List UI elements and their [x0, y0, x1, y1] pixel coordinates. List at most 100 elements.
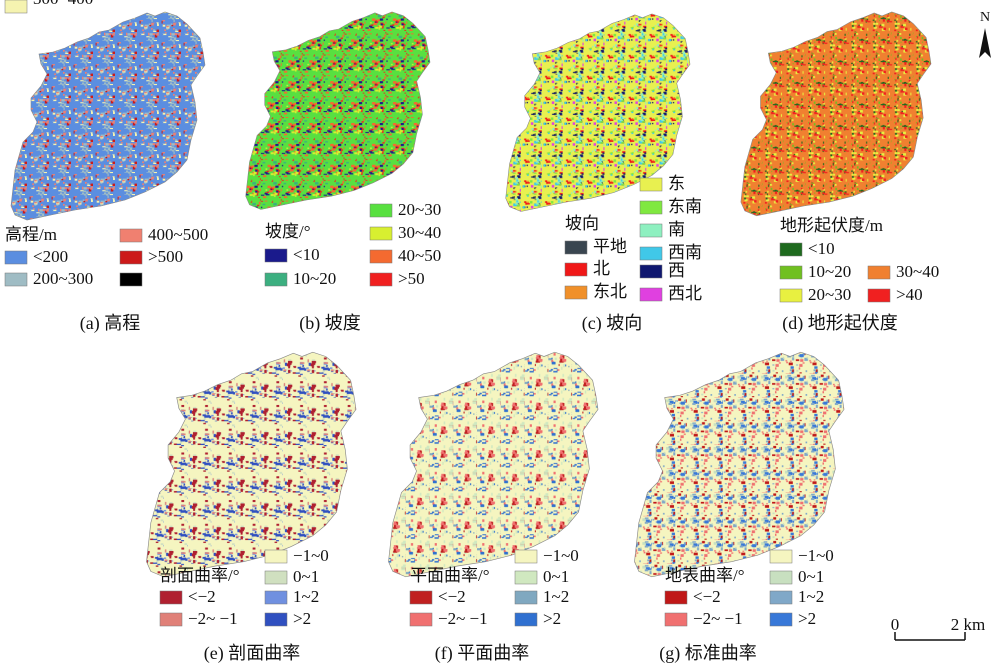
legend-label: 北 [593, 259, 610, 278]
legend-swatch [639, 223, 663, 238]
watershed [245, 11, 431, 210]
watershed [634, 351, 845, 578]
legend-title: 剖面曲率/° [160, 566, 240, 585]
legend-swatch [639, 177, 663, 192]
legend-swatch [639, 246, 663, 261]
watershed [505, 13, 691, 212]
legend-label: <−2 [188, 587, 216, 606]
legend-label: 西 [668, 261, 685, 280]
legend-label: 10~20 [293, 269, 336, 288]
legend-label: 0~1 [543, 567, 569, 586]
north-arrow-shape [979, 28, 991, 58]
legend-label: <−2 [438, 587, 466, 606]
legend-label: 1~2 [293, 587, 319, 606]
legend-swatch [159, 590, 183, 605]
legend-swatch [564, 262, 588, 277]
panel-caption: (b) 坡度 [299, 313, 361, 334]
legend-swatch [769, 549, 793, 564]
legend-swatch [264, 570, 288, 585]
watershed [10, 11, 206, 221]
scale-start: 0 [891, 615, 900, 634]
legend-label: <−2 [693, 587, 721, 606]
legend-swatch [264, 272, 288, 287]
legend-label: 10~20 [808, 262, 851, 281]
legend-title: 坡度/° [265, 222, 311, 241]
legend-label: 0~1 [798, 567, 824, 586]
legend-swatch [769, 590, 793, 605]
legend-label: 东北 [593, 282, 627, 301]
legend-swatch [639, 264, 663, 279]
legend-swatch [119, 228, 143, 243]
legend-swatch [514, 570, 538, 585]
panel-caption: (f) 平面曲率 [435, 643, 529, 664]
legend-label: <10 [808, 239, 835, 258]
legend-label: >50 [398, 269, 425, 288]
legend-label: 200~300 [33, 269, 93, 288]
legend-label: >2 [293, 609, 311, 628]
legend-swatch [369, 249, 393, 264]
legend-label: 30~40 [896, 262, 939, 281]
legend-label: 300~400 [33, 0, 93, 8]
legend-swatch [514, 612, 538, 627]
north-arrow: N [979, 10, 991, 58]
legend-label: −1~0 [543, 546, 579, 565]
legend-label: −1~0 [293, 546, 329, 565]
legend-label: <200 [33, 247, 68, 266]
legend-label: <10 [293, 245, 320, 264]
legend-swatch [769, 570, 793, 585]
panel-caption: (g) 标准曲率 [659, 643, 757, 664]
legend-label: >500 [148, 247, 183, 266]
legend-swatch [779, 265, 803, 280]
map-panel: (b) 坡度 坡度/° <10 10~20 20~30 30~40 40~50 >50 [245, 11, 441, 334]
legend-swatch [564, 240, 588, 255]
panel-caption: (d) 地形起伏度 [782, 313, 898, 334]
map-panel: (f) 平面曲率 平面曲率/° <−2 −2~ −1 −1~0 0~11~2 >2 [388, 351, 599, 664]
legend-label: 平地 [593, 237, 627, 256]
watershed [146, 351, 357, 578]
legend-swatch [264, 248, 288, 263]
legend-label: 东 [668, 174, 685, 193]
legend-swatch [4, 0, 28, 14]
legend-label: >2 [543, 609, 561, 628]
legend-swatch [4, 272, 28, 287]
panel-caption: (e) 剖面曲率 [204, 643, 300, 664]
legend-swatch [564, 285, 588, 300]
panel-caption: (c) 坡向 [582, 313, 642, 334]
legend-swatch [769, 612, 793, 627]
legend-label: −2~ −1 [693, 609, 743, 628]
map-panel: (a) 高程 高程/m <200 200~300 300~400 400~500 >500 [4, 0, 208, 334]
legend-swatch [409, 590, 433, 605]
legend-label: 1~2 [798, 587, 824, 606]
legend-swatch [639, 287, 663, 302]
legend-title: 平面曲率/° [410, 566, 490, 585]
legend-swatch [779, 242, 803, 257]
legend-swatch [664, 612, 688, 627]
legend-swatch [4, 250, 28, 265]
legend-label: 西北 [668, 284, 702, 303]
legend-swatch [119, 272, 143, 287]
legend-title: 高程/m [5, 225, 57, 244]
legend-swatch [514, 549, 538, 564]
legend-label: >2 [798, 609, 816, 628]
legend-label: 西南 [668, 243, 702, 262]
panel-caption: (a) 高程 [80, 313, 140, 334]
legend-label: 20~30 [398, 200, 441, 219]
watershed [388, 351, 599, 578]
legend-title: 坡向 [565, 214, 599, 233]
legend-swatch [264, 549, 288, 564]
legend-swatch [369, 226, 393, 241]
north-label: N [980, 10, 990, 25]
legend-swatch [639, 200, 663, 215]
legend-label: 400~500 [148, 225, 208, 244]
legend-label: 0~1 [293, 567, 319, 586]
legend-swatch [119, 250, 143, 265]
legend-swatch [867, 265, 891, 280]
legend-label: 1~2 [543, 587, 569, 606]
map-panel: (e) 剖面曲率 剖面曲率/° <−2 −2~ −1 −1~0 0~11~2 >2 [146, 351, 357, 664]
legend-label: 30~40 [398, 223, 441, 242]
legend-swatch [369, 272, 393, 287]
legend-title: 地形起伏度/m [780, 216, 883, 235]
